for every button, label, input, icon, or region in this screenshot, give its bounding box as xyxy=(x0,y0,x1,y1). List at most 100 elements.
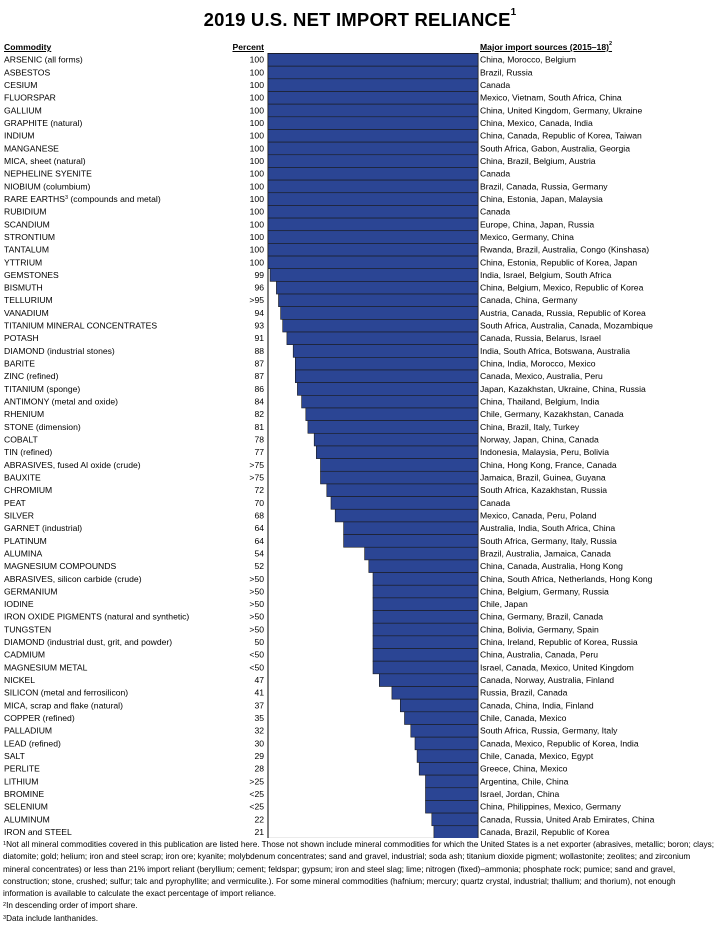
bar xyxy=(267,154,479,168)
bar xyxy=(267,217,479,232)
commodity-label: CADMIUM xyxy=(4,650,45,660)
bar xyxy=(425,800,479,814)
percent-label: >50 xyxy=(249,574,264,584)
bar xyxy=(378,673,479,687)
commodity-label: MICA, scrap and flake (natural) xyxy=(4,700,123,710)
percent-label: 29 xyxy=(254,751,264,761)
import-sources-label: Canada, Russia, United Arab Emirates, Ch… xyxy=(480,814,655,824)
percent-label: >95 xyxy=(249,295,264,305)
bar xyxy=(404,711,479,725)
import-sources-label: Canada, Mexico, Australia, Peru xyxy=(480,371,603,381)
import-sources-label: Indonesia, Malaysia, Peru, Bolivia xyxy=(480,447,609,457)
commodity-label: VANADIUM xyxy=(4,308,49,318)
commodity-label: TIN (refined) xyxy=(4,447,52,457)
import-sources-label: Canada xyxy=(480,207,510,217)
import-sources-label: Europe, China, Japan, Russia xyxy=(480,219,594,229)
bar xyxy=(372,610,479,624)
commodity-label: POTASH xyxy=(4,333,39,343)
commodity-label: ZINC (refined) xyxy=(4,371,59,381)
commodity-label: GEMSTONES xyxy=(4,270,59,280)
import-sources-label: Canada, Russia, Belarus, Israel xyxy=(480,333,601,343)
commodity-label-main: RARE EARTHS xyxy=(4,194,65,204)
commodity-label: NICKEL xyxy=(4,675,35,685)
percent-label: 35 xyxy=(254,713,264,723)
bar xyxy=(278,293,479,307)
import-sources-label: China, Germany, Brazil, Canada xyxy=(480,612,603,622)
import-sources-label: China, Belgium, Mexico, Republic of Kore… xyxy=(480,283,644,293)
commodity-label: ALUMINUM xyxy=(4,814,50,824)
bar xyxy=(267,179,479,194)
footnote-1-mark: 1 xyxy=(3,841,7,847)
import-sources-label: China, Morocco, Belgium xyxy=(480,55,576,65)
bar xyxy=(267,103,479,118)
commodity-label: BAUXITE xyxy=(4,472,41,482)
commodity-footnote-mark: 3 xyxy=(65,195,68,201)
bar xyxy=(313,432,479,447)
import-sources-label: Jamaica, Brazil, Guinea, Guyana xyxy=(480,472,606,482)
import-sources-label: Norway, Japan, China, Canada xyxy=(480,435,599,445)
import-sources-label: Brazil, Australia, Jamaica, Canada xyxy=(480,548,611,558)
bar xyxy=(372,572,479,586)
bar xyxy=(326,483,479,497)
commodity-label: YTTRIUM xyxy=(4,257,42,267)
commodity-label: FLUORSPAR xyxy=(4,93,56,103)
bar xyxy=(267,91,479,105)
commodity-label: ARSENIC (all forms) xyxy=(4,55,83,65)
percent-label: 82 xyxy=(254,409,264,419)
import-sources-label: Greece, China, Mexico xyxy=(480,764,568,774)
percent-label: >75 xyxy=(249,460,264,470)
bar xyxy=(410,724,479,738)
import-sources-label: Israel, Canada, Mexico, United Kingdom xyxy=(480,662,634,672)
sources-header: Major import sources (2015–18)2 xyxy=(480,41,613,52)
percent-label: 100 xyxy=(250,105,265,115)
percent-label: 100 xyxy=(250,245,265,255)
bar xyxy=(280,306,479,320)
import-sources-label: China, Brazil, Italy, Turkey xyxy=(480,422,580,432)
import-sources-label: China, India, Morocco, Mexico xyxy=(480,359,596,369)
percent-label: 86 xyxy=(254,384,264,394)
percent-label: 81 xyxy=(254,422,264,432)
import-sources-label: China, Thailand, Belgium, India xyxy=(480,397,599,407)
import-sources-label: South Africa, Kazakhstan, Russia xyxy=(480,485,607,495)
bar xyxy=(292,344,479,358)
bar xyxy=(343,534,479,548)
bar xyxy=(431,812,479,827)
percent-label: 100 xyxy=(250,93,265,103)
import-sources-label: Austria, Canada, Russia, Republic of Kor… xyxy=(480,308,646,318)
bar xyxy=(267,192,479,206)
commodity-label: DIAMOND (industrial dust, grit, and powd… xyxy=(4,637,172,647)
percent-label: 100 xyxy=(250,257,265,267)
commodity-label: TANTALUM xyxy=(4,245,49,255)
percent-label: 84 xyxy=(254,397,264,407)
import-sources-label: Canada xyxy=(480,498,510,508)
bar xyxy=(391,686,479,700)
bar xyxy=(425,787,479,801)
percent-label: >50 xyxy=(249,612,264,622)
commodity-label: ASBESTOS xyxy=(4,67,50,77)
percent-label: 94 xyxy=(254,308,264,318)
commodity-label: ANTIMONY (metal and oxide) xyxy=(4,397,118,407)
import-sources-label: China, South Africa, Netherlands, Hong K… xyxy=(480,574,653,584)
bar xyxy=(330,496,479,510)
import-sources-label: China, Estonia, Japan, Malaysia xyxy=(480,194,603,204)
commodity-label: CESIUM xyxy=(4,80,37,90)
bar xyxy=(372,635,479,649)
commodity-label: GARNET (industrial) xyxy=(4,523,82,533)
percent-label: 32 xyxy=(254,726,264,736)
percent-label: 91 xyxy=(254,333,264,343)
import-sources-label: China, Philippines, Mexico, Germany xyxy=(480,802,622,812)
import-sources-label: China, Bolivia, Germany, Spain xyxy=(480,624,599,634)
commodity-label: SELENIUM xyxy=(4,802,48,812)
commodity-label: LITHIUM xyxy=(4,776,38,786)
footnote-3: 3Data include lanthanides. xyxy=(3,913,717,925)
commodity-label: MICA, sheet (natural) xyxy=(4,156,86,166)
bar xyxy=(320,458,479,472)
percent-label: 100 xyxy=(250,55,265,65)
import-sources-label: India, South Africa, Botswana, Australia xyxy=(480,346,630,356)
percent-label: 22 xyxy=(254,814,264,824)
import-sources-label: China, Canada, Australia, Hong Kong xyxy=(480,561,623,571)
import-sources-label: Mexico, Germany, China xyxy=(480,232,574,242)
import-sources-label: Brazil, Russia xyxy=(480,67,533,77)
sources-header-footnote-mark: 2 xyxy=(608,41,613,47)
bar xyxy=(368,559,479,573)
